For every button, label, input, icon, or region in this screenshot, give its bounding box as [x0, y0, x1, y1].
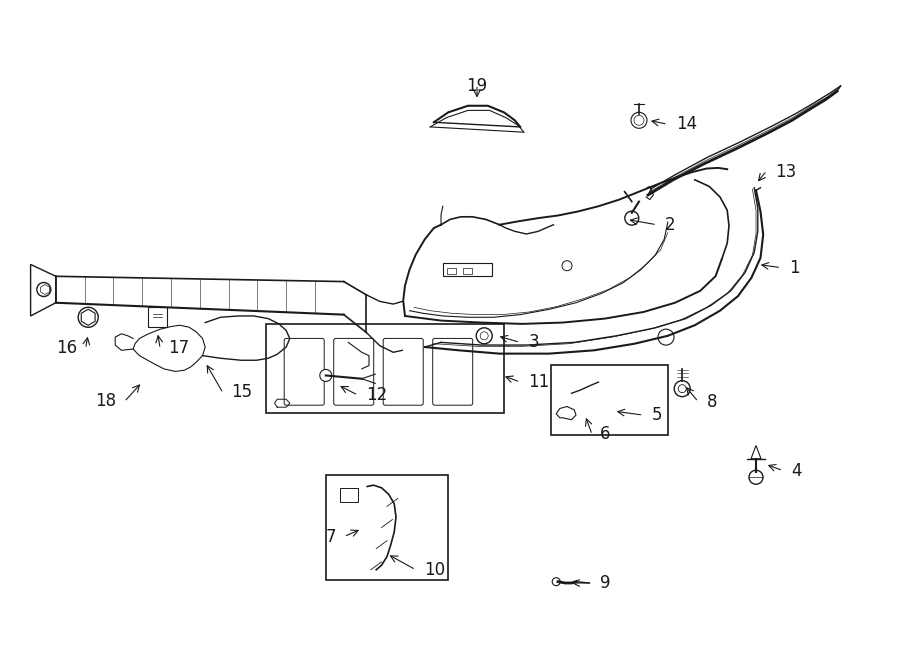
Text: 18: 18 — [95, 392, 116, 410]
Text: 11: 11 — [528, 373, 549, 391]
Polygon shape — [556, 407, 576, 420]
Bar — [443, 263, 492, 276]
Bar — [447, 268, 456, 274]
Text: 4: 4 — [791, 461, 802, 480]
Text: 15: 15 — [231, 383, 252, 401]
Text: 1: 1 — [789, 258, 800, 277]
Text: 3: 3 — [528, 333, 539, 352]
Text: 19: 19 — [466, 77, 488, 95]
Bar — [266, 324, 504, 413]
Text: 8: 8 — [706, 393, 717, 411]
Text: 10: 10 — [424, 561, 445, 579]
Bar — [551, 365, 668, 435]
Bar — [326, 475, 448, 580]
Bar — [340, 488, 358, 502]
Text: 16: 16 — [57, 339, 77, 357]
Bar — [463, 268, 472, 274]
Text: 13: 13 — [775, 163, 796, 180]
Polygon shape — [148, 307, 166, 327]
Text: 6: 6 — [600, 425, 611, 443]
Circle shape — [553, 578, 560, 586]
Text: 14: 14 — [676, 115, 697, 134]
Polygon shape — [31, 264, 56, 316]
Polygon shape — [133, 325, 205, 371]
Text: 12: 12 — [366, 386, 388, 405]
Text: 7: 7 — [325, 527, 336, 546]
Text: 2: 2 — [665, 215, 676, 234]
Circle shape — [320, 369, 332, 381]
Text: 9: 9 — [600, 574, 611, 592]
Text: 17: 17 — [168, 339, 189, 357]
Text: 5: 5 — [652, 406, 662, 424]
